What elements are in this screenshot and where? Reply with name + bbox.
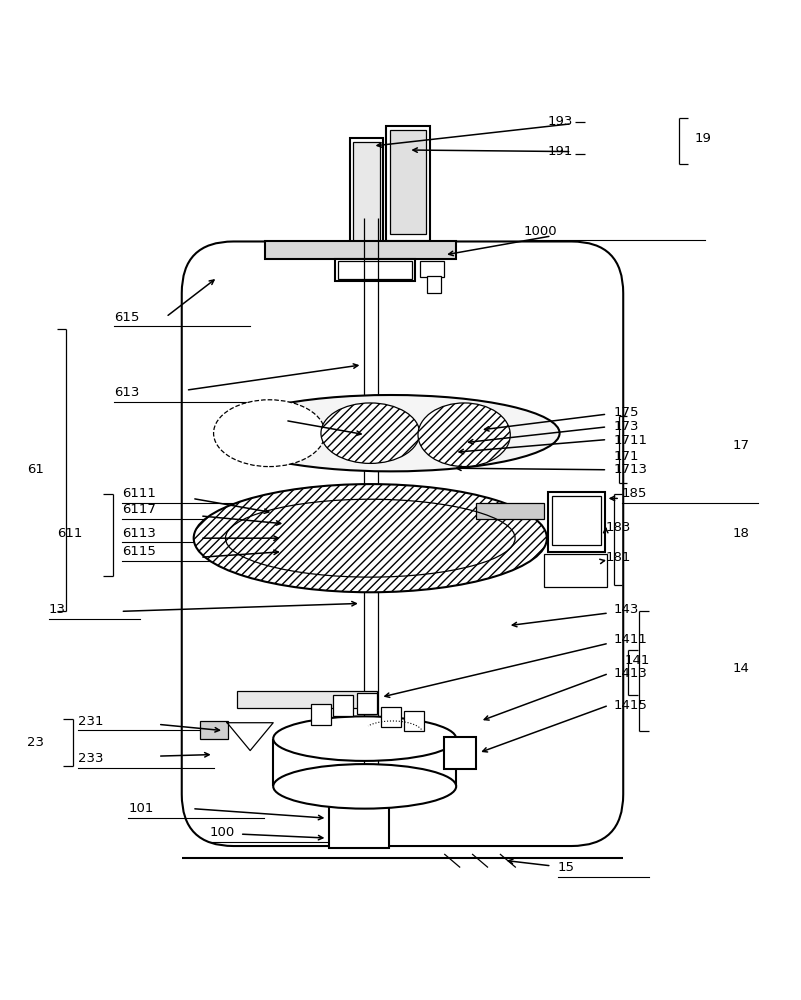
Text: 101: 101 — [128, 802, 154, 815]
Bar — [352, 142, 380, 241]
Text: 1415: 1415 — [614, 699, 647, 712]
Bar — [427, 276, 441, 293]
Text: 61: 61 — [26, 463, 43, 476]
Text: 1711: 1711 — [614, 434, 648, 447]
Bar — [380, 707, 400, 727]
Text: 173: 173 — [614, 420, 639, 433]
Ellipse shape — [214, 400, 325, 467]
Text: 1413: 1413 — [614, 667, 647, 680]
Text: 6115: 6115 — [122, 545, 156, 558]
Text: 183: 183 — [606, 521, 631, 534]
Text: 175: 175 — [614, 406, 639, 419]
Text: 611: 611 — [57, 527, 83, 540]
Text: 1713: 1713 — [614, 463, 648, 476]
Text: 185: 185 — [622, 487, 647, 500]
Bar — [544, 554, 607, 587]
Ellipse shape — [223, 395, 560, 471]
Text: 171: 171 — [614, 450, 639, 463]
FancyBboxPatch shape — [182, 241, 623, 846]
Bar — [445, 737, 476, 769]
Text: 18: 18 — [733, 527, 750, 540]
Text: 231: 231 — [78, 715, 104, 728]
Bar — [405, 711, 425, 731]
Text: 233: 233 — [78, 752, 104, 765]
Text: 6117: 6117 — [122, 503, 156, 516]
Text: 17: 17 — [733, 439, 750, 452]
Bar — [336, 259, 415, 281]
Bar — [311, 704, 331, 725]
Text: 15: 15 — [558, 861, 575, 874]
Ellipse shape — [418, 403, 510, 467]
Text: 13: 13 — [49, 603, 66, 616]
Text: 100: 100 — [210, 826, 235, 839]
Bar — [333, 695, 352, 716]
Bar — [548, 492, 605, 552]
Bar — [329, 804, 388, 848]
Text: 19: 19 — [694, 132, 712, 145]
Text: 193: 193 — [548, 115, 573, 128]
Ellipse shape — [273, 716, 457, 761]
Bar — [386, 126, 430, 241]
Text: 23: 23 — [26, 736, 43, 749]
Bar — [339, 261, 412, 279]
Bar — [237, 691, 376, 708]
Text: 6111: 6111 — [122, 487, 156, 500]
Bar — [421, 261, 445, 277]
Text: 1411: 1411 — [614, 633, 647, 646]
Bar — [265, 241, 457, 259]
Bar — [200, 721, 228, 739]
Text: 1000: 1000 — [524, 225, 557, 238]
Text: 191: 191 — [548, 145, 573, 158]
Bar — [349, 138, 383, 245]
Ellipse shape — [194, 484, 547, 592]
Bar — [476, 503, 544, 519]
Text: 181: 181 — [606, 551, 631, 564]
Text: 613: 613 — [114, 386, 139, 399]
Text: 615: 615 — [114, 311, 139, 324]
Bar — [356, 693, 376, 714]
Ellipse shape — [273, 764, 457, 809]
Bar — [552, 496, 601, 545]
Bar — [390, 130, 426, 234]
Ellipse shape — [321, 403, 420, 463]
Text: 14: 14 — [733, 662, 750, 675]
Text: 143: 143 — [614, 603, 639, 616]
Text: 6113: 6113 — [122, 527, 156, 540]
Bar — [359, 162, 373, 245]
Text: 141: 141 — [625, 654, 650, 667]
